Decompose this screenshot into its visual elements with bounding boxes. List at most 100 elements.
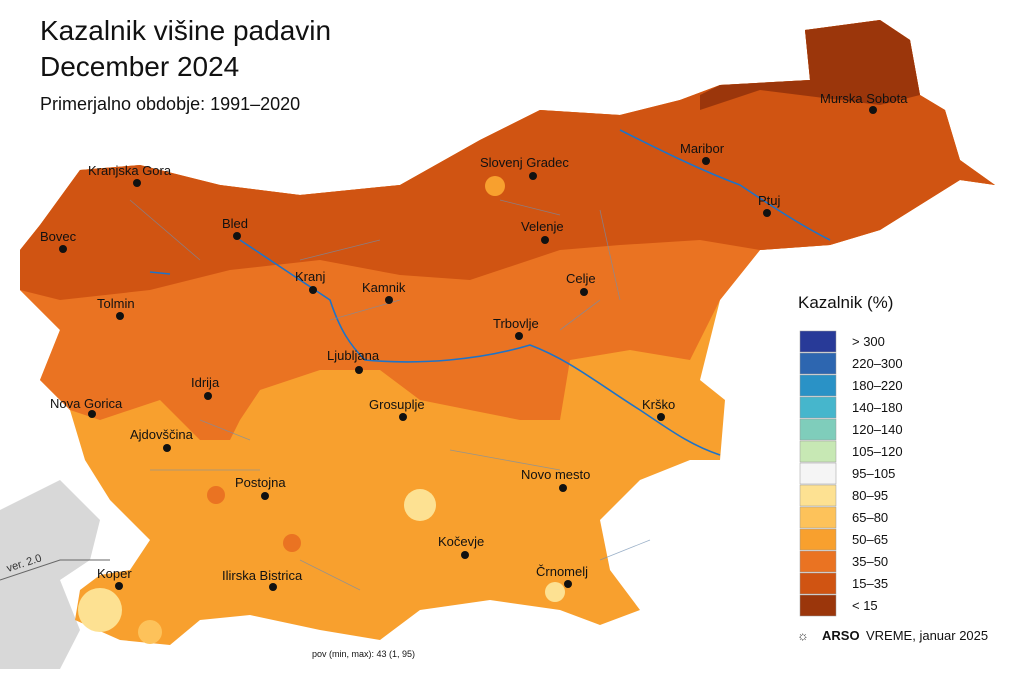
legend-swatch (799, 484, 837, 507)
legend-label: 65–80 (852, 510, 888, 525)
city-dot (580, 288, 588, 296)
city-dot (559, 484, 567, 492)
city-dot (461, 551, 469, 559)
city-label: Krško (642, 397, 675, 412)
city-dot (541, 236, 549, 244)
city-label: Trbovlje (493, 316, 539, 331)
legend-label: > 300 (852, 334, 885, 349)
city-dot (309, 286, 317, 294)
logo-icon: ☼ (797, 628, 809, 643)
river (149, 271, 171, 275)
city-label: Kočevje (438, 534, 484, 549)
legend-title: Kazalnik (%) (798, 293, 893, 312)
city-label: Tolmin (97, 296, 135, 311)
credit: VREME, januar 2025 (866, 628, 988, 643)
city-dot (529, 172, 537, 180)
city-dot (399, 413, 407, 421)
city-label: Bled (222, 216, 248, 231)
city-dot (115, 582, 123, 590)
city-label: Velenje (521, 219, 564, 234)
city-dot (133, 179, 141, 187)
spot (283, 534, 301, 552)
river (619, 129, 831, 241)
city-label: Kranj (295, 269, 325, 284)
city-label: Ljubljana (327, 348, 380, 363)
city-dot (869, 106, 877, 114)
legend-swatch (799, 462, 837, 485)
spot (545, 582, 565, 602)
city-label: Novo mesto (521, 467, 590, 482)
city-dot (702, 157, 710, 165)
legend-label: 180–220 (852, 378, 903, 393)
legend-label: 15–35 (852, 576, 888, 591)
river (239, 239, 721, 456)
legend-swatch (799, 550, 837, 573)
version-line (0, 559, 110, 581)
city-label: Nova Gorica (50, 396, 123, 411)
title-line: Kazalnik višine padavin (40, 15, 331, 46)
city-dot (88, 410, 96, 418)
legend-label: 35–50 (852, 554, 888, 569)
city-label: Celje (566, 271, 596, 286)
city-label: Grosuplje (369, 397, 425, 412)
city-dot (763, 209, 771, 217)
legend-swatch (799, 528, 837, 551)
city-label: Kranjska Gora (88, 163, 172, 178)
spot (78, 588, 122, 632)
legend-swatch (799, 440, 837, 463)
legend-swatch (799, 330, 837, 353)
city-dot (261, 492, 269, 500)
city-dot (564, 580, 572, 588)
subtitle: Primerjalno obdobje: 1991–2020 (40, 94, 300, 114)
neighbor-area (0, 480, 100, 669)
legend-label: 120–140 (852, 422, 903, 437)
legend-swatch (799, 374, 837, 397)
legend-label: 140–180 (852, 400, 903, 415)
legend-swatch (799, 506, 837, 529)
city-label: Koper (97, 566, 132, 581)
city-dot (204, 392, 212, 400)
legend-swatch (799, 572, 837, 595)
legend-label: 80–95 (852, 488, 888, 503)
legend-label: 50–65 (852, 532, 888, 547)
city-dot (163, 444, 171, 452)
legend-label: 105–120 (852, 444, 903, 459)
legend-label: 220–300 (852, 356, 903, 371)
city-label: Maribor (680, 141, 725, 156)
city-label: Idrija (191, 375, 220, 390)
legend-swatch (799, 418, 837, 441)
city-label: Postojna (235, 475, 286, 490)
city-dot (355, 366, 363, 374)
title-line: December 2024 (40, 51, 239, 82)
city-label: Črnomelj (536, 564, 588, 579)
spot (138, 620, 162, 644)
spot (207, 486, 225, 504)
city-label: Ilirska Bistrica (222, 568, 303, 583)
city-label: Murska Sobota (820, 91, 908, 106)
city-dot (59, 245, 67, 253)
city-label: Ptuj (758, 193, 781, 208)
city-label: Ajdovščina (130, 427, 194, 442)
city-dot (269, 583, 277, 591)
legend-swatch (799, 352, 837, 375)
legend-swatch (799, 594, 837, 617)
city-dot (657, 413, 665, 421)
legend-label: < 15 (852, 598, 878, 613)
city-label: Bovec (40, 229, 77, 244)
spot (404, 489, 436, 521)
city-label: Kamnik (362, 280, 406, 295)
city-dot (385, 296, 393, 304)
brand: ARSO (822, 628, 860, 643)
city-dot (233, 232, 241, 240)
legend: > 300 220–300 180–220 140–180 120–140 105–120… (799, 330, 903, 617)
stats-note: pov (min, max): 43 (1, 95) (312, 649, 415, 659)
cities: Murska Sobota Kranjska Gora Slovenj Grad… (40, 91, 908, 591)
city-dot (515, 332, 523, 340)
city-dot (116, 312, 124, 320)
city-label: Slovenj Gradec (480, 155, 569, 170)
spot (485, 176, 505, 196)
legend-label: 95–105 (852, 466, 895, 481)
region-lt-15 (700, 20, 920, 110)
region-border (129, 199, 651, 591)
